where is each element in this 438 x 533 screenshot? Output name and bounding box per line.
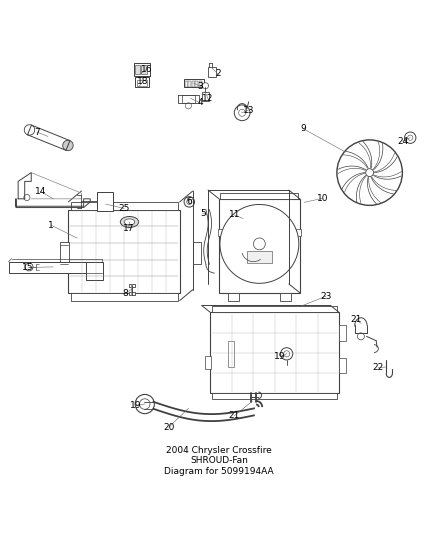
Text: 1: 1	[48, 221, 54, 230]
Bar	[247, 252, 272, 263]
Text: 13: 13	[243, 106, 254, 115]
Text: 14: 14	[35, 187, 46, 196]
Text: 24: 24	[397, 136, 409, 146]
Bar	[193, 243, 201, 264]
Bar	[220, 193, 298, 199]
Bar	[219, 199, 300, 293]
Bar	[97, 192, 113, 211]
Bar	[68, 210, 180, 293]
Circle shape	[25, 263, 33, 271]
Circle shape	[357, 333, 364, 340]
Bar	[135, 77, 149, 87]
Text: 19: 19	[130, 401, 142, 410]
Text: 22: 22	[373, 364, 384, 372]
Text: 8: 8	[122, 289, 128, 298]
Bar	[129, 284, 135, 287]
Bar	[86, 262, 103, 280]
Circle shape	[284, 351, 290, 357]
Text: 25: 25	[119, 204, 130, 213]
Circle shape	[254, 238, 265, 250]
Bar	[135, 65, 141, 75]
Circle shape	[185, 103, 191, 109]
Circle shape	[337, 140, 403, 205]
Bar	[339, 358, 346, 373]
Ellipse shape	[124, 219, 135, 225]
Circle shape	[239, 109, 246, 116]
Text: 18: 18	[137, 77, 148, 86]
Bar	[71, 202, 177, 210]
Text: 4: 4	[198, 98, 203, 107]
Text: 17: 17	[123, 223, 134, 232]
Circle shape	[184, 197, 194, 207]
Bar	[201, 92, 209, 101]
Text: 16: 16	[141, 64, 153, 74]
Text: 19: 19	[274, 352, 286, 361]
Bar	[228, 341, 234, 367]
Ellipse shape	[63, 140, 73, 151]
Circle shape	[135, 394, 154, 414]
Bar	[188, 80, 191, 87]
Text: 6: 6	[187, 197, 192, 206]
Text: 11: 11	[229, 211, 240, 220]
Bar	[218, 229, 223, 236]
Bar	[134, 63, 150, 76]
Bar	[184, 79, 204, 87]
Ellipse shape	[120, 216, 139, 228]
Bar	[9, 262, 102, 272]
Circle shape	[405, 132, 416, 143]
Bar	[339, 325, 346, 341]
Bar	[205, 356, 211, 369]
Text: 2004 Chrysler Crossfire
SHROUD-Fan
Diagram for 5099194AA: 2004 Chrysler Crossfire SHROUD-Fan Diagr…	[164, 446, 274, 475]
Bar	[228, 293, 239, 301]
Circle shape	[281, 348, 293, 360]
Bar	[195, 80, 198, 87]
Text: 9: 9	[300, 124, 306, 133]
Circle shape	[202, 83, 208, 89]
Text: 5: 5	[200, 209, 206, 218]
Text: 23: 23	[320, 292, 332, 301]
Text: 20: 20	[163, 423, 174, 432]
Circle shape	[24, 195, 30, 200]
Circle shape	[408, 135, 413, 140]
Bar	[137, 79, 147, 86]
Text: 21: 21	[229, 411, 240, 421]
Text: 7: 7	[34, 127, 40, 136]
Bar	[212, 306, 337, 312]
Circle shape	[366, 169, 374, 176]
Bar	[208, 67, 216, 77]
Ellipse shape	[24, 125, 35, 135]
Text: 15: 15	[22, 263, 34, 272]
Text: 2: 2	[215, 69, 220, 78]
Bar	[60, 243, 69, 266]
Text: 21: 21	[351, 315, 362, 324]
Circle shape	[220, 205, 299, 284]
Text: 10: 10	[317, 194, 328, 203]
Bar	[199, 80, 201, 87]
Bar	[71, 293, 177, 301]
Bar	[192, 80, 194, 87]
Text: 3: 3	[198, 82, 203, 91]
Bar	[210, 312, 339, 393]
Bar	[187, 197, 192, 199]
Bar	[296, 229, 301, 236]
Circle shape	[234, 105, 250, 120]
Circle shape	[140, 399, 150, 409]
Bar	[280, 293, 291, 301]
Bar	[212, 393, 337, 399]
Text: 12: 12	[202, 94, 214, 103]
Bar	[129, 292, 135, 295]
Bar	[141, 65, 147, 75]
Bar	[182, 95, 195, 103]
Circle shape	[187, 199, 192, 205]
Bar	[185, 80, 187, 87]
